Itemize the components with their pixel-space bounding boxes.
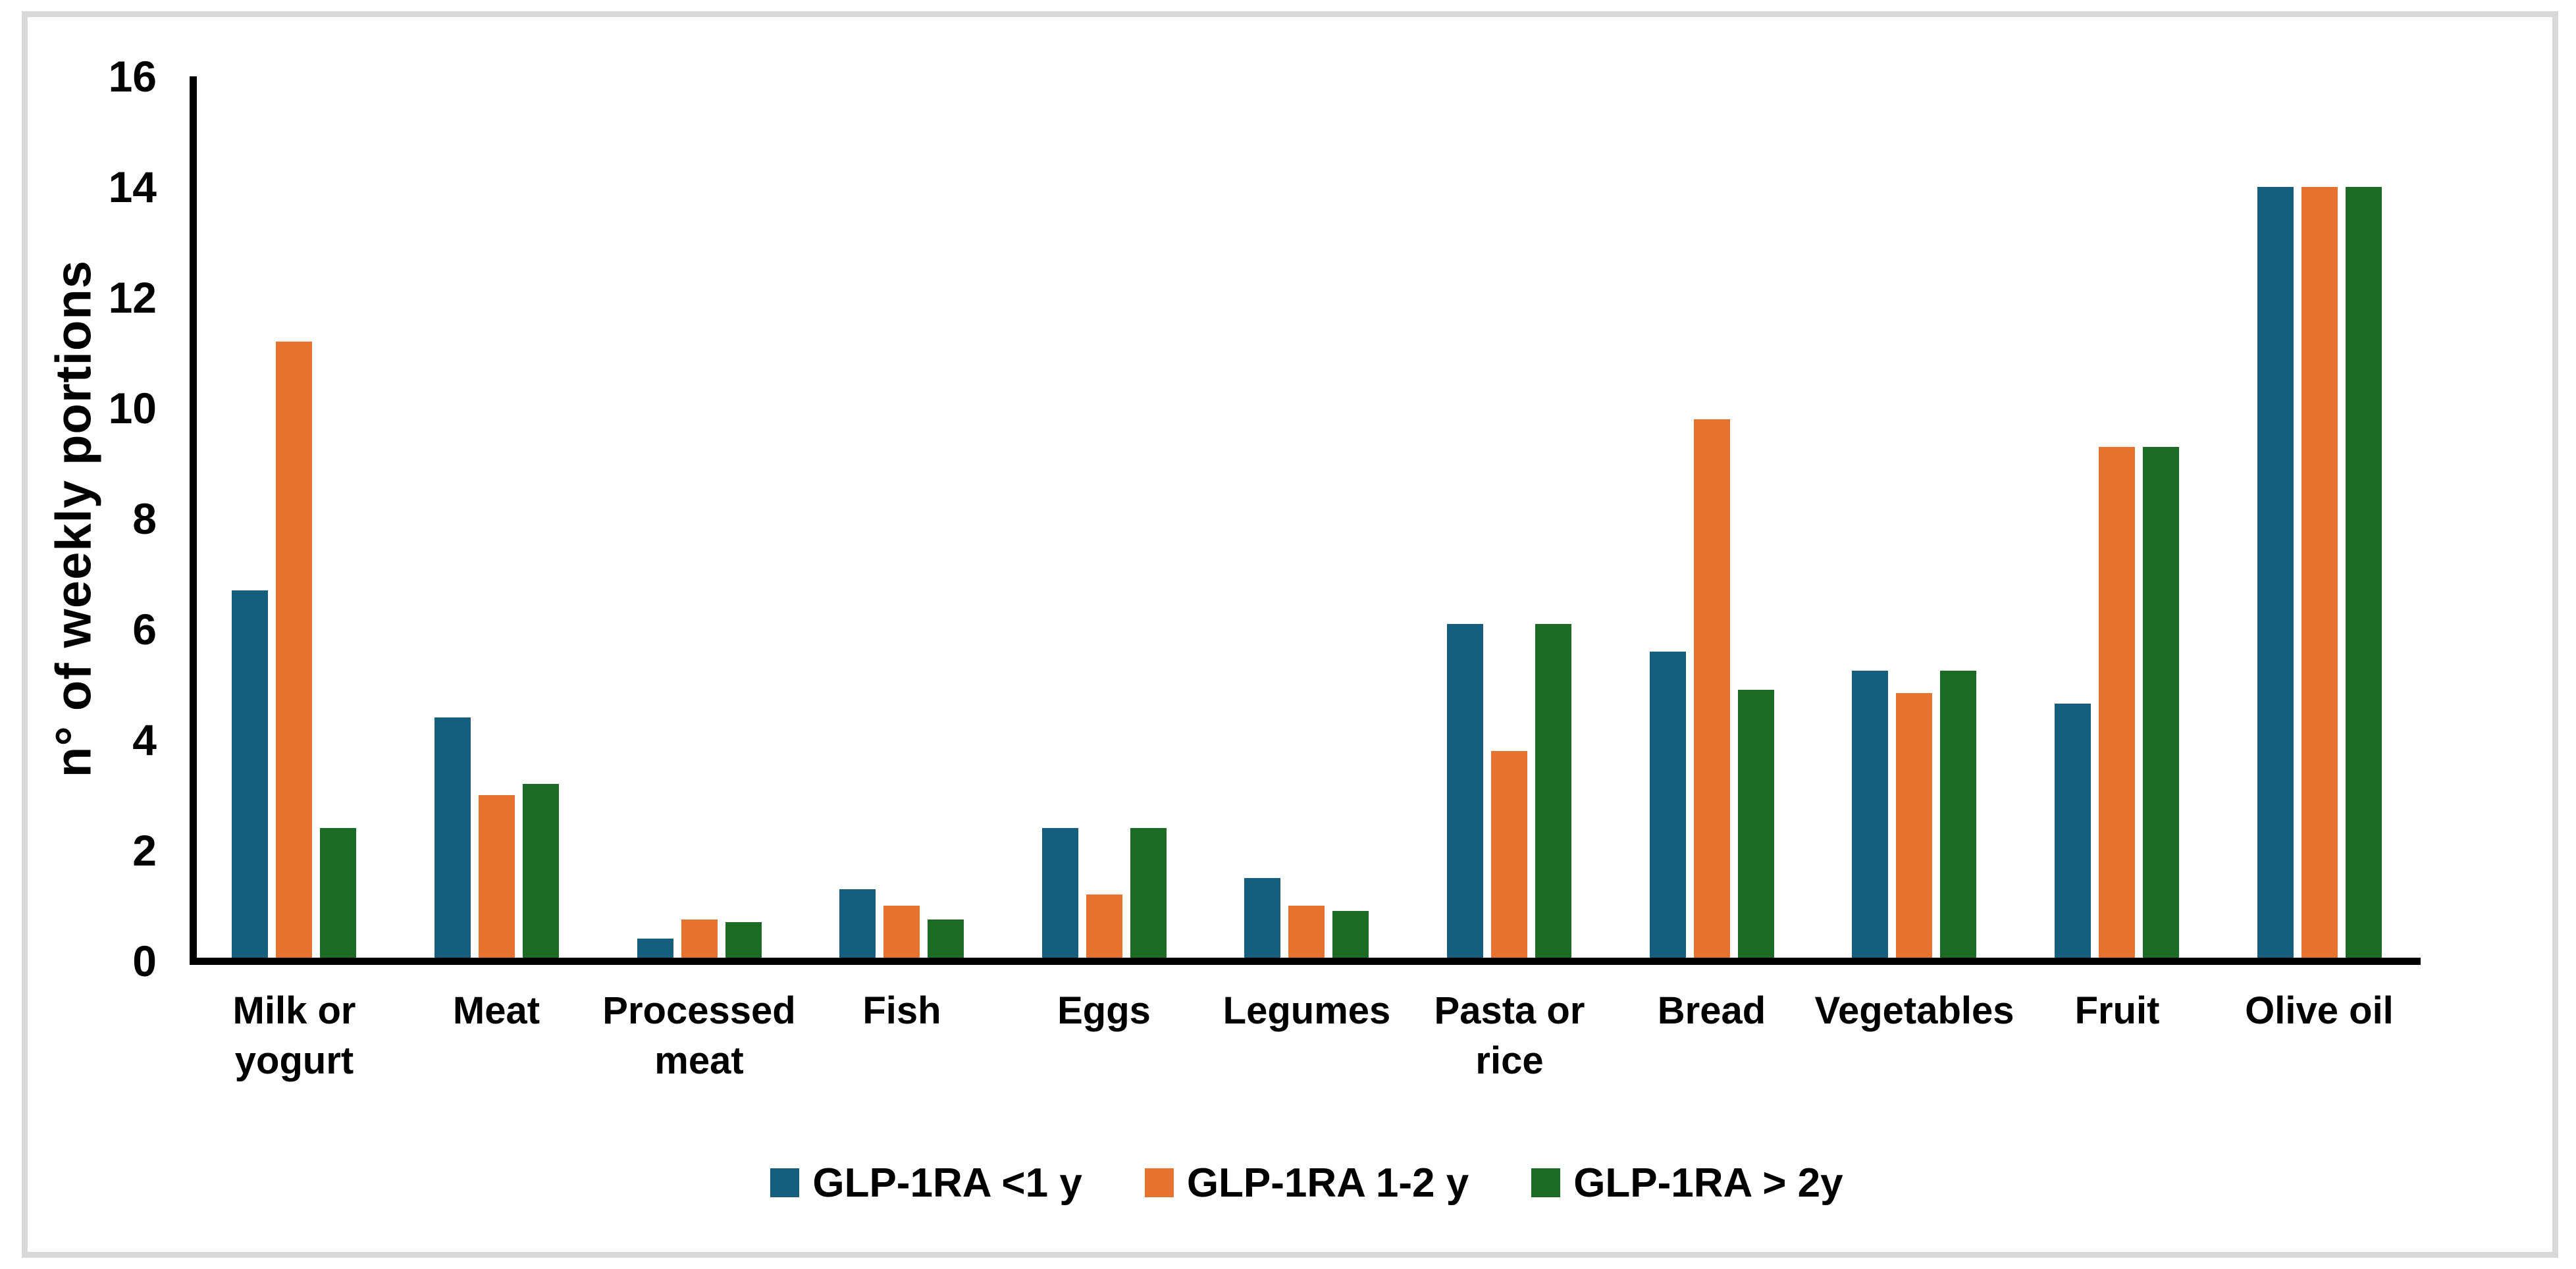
legend-item: GLP-1RA 1-2 y xyxy=(1144,1160,1469,1206)
y-tick-label: 4 xyxy=(132,715,157,764)
x-category-label-line: Vegetables xyxy=(1814,989,2014,1032)
legend-item: GLP-1RA > 2y xyxy=(1531,1160,1843,1206)
bar xyxy=(479,795,515,961)
legend-swatch-icon xyxy=(770,1168,800,1197)
x-category-label: Fish xyxy=(790,986,1014,1036)
y-tick-label: 14 xyxy=(108,163,157,211)
bar xyxy=(1244,878,1280,961)
bar xyxy=(1535,624,1571,961)
bar xyxy=(1694,419,1730,961)
bar xyxy=(637,939,673,961)
bar xyxy=(839,889,876,961)
legend-item: GLP-1RA <1 y xyxy=(770,1160,1082,1206)
bar xyxy=(1130,828,1167,961)
bar xyxy=(1852,671,1888,961)
x-category-label: Fruit xyxy=(2005,986,2229,1036)
x-category-label: Processed meat xyxy=(587,986,811,1086)
legend-label: GLP-1RA <1 y xyxy=(812,1160,1082,1206)
x-category-label-line: Pasta or xyxy=(1434,989,1585,1032)
bar xyxy=(725,922,762,961)
legend: GLP-1RA <1 y GLP-1RA 1-2 y GLP-1RA > 2y xyxy=(193,1153,2421,1212)
bar xyxy=(1940,671,1976,961)
legend-swatch-icon xyxy=(1144,1168,1174,1197)
y-tick-label: 12 xyxy=(108,273,157,322)
bar xyxy=(1738,690,1774,961)
bar xyxy=(232,590,268,961)
x-axis-line xyxy=(190,958,2421,965)
bar xyxy=(320,828,356,961)
x-category-label-line: Fruit xyxy=(2074,989,2160,1032)
x-category-label-line: Eggs xyxy=(1057,989,1151,1032)
x-category-label: Meat xyxy=(384,986,608,1036)
y-tick-label: 6 xyxy=(132,605,157,654)
x-category-label-line: yogurt xyxy=(234,1039,354,1082)
bar xyxy=(2055,704,2091,961)
bar xyxy=(1447,624,1483,961)
y-axis-line xyxy=(190,76,197,965)
bar xyxy=(681,919,718,961)
bar xyxy=(2301,187,2338,961)
x-category-label-line: Milk or xyxy=(232,989,356,1032)
y-tick-label: 8 xyxy=(132,494,157,543)
bar xyxy=(2257,187,2294,961)
x-category-label-line: Fish xyxy=(862,989,941,1032)
x-category-label-line: Bread xyxy=(1657,989,1766,1032)
y-tick-label: 16 xyxy=(108,52,157,101)
bar xyxy=(883,906,920,961)
figure-border xyxy=(22,11,2558,1258)
legend-label: GLP-1RA 1-2 y xyxy=(1186,1160,1469,1206)
x-category-label-line: meat xyxy=(654,1039,744,1082)
bar xyxy=(276,342,312,961)
x-category-label: Milk or yogurt xyxy=(182,986,406,1086)
x-category-label-line: Processed xyxy=(602,989,796,1032)
bar xyxy=(1288,906,1325,961)
bar xyxy=(434,717,471,961)
bar xyxy=(1650,652,1686,961)
x-category-label: Pasta or rice xyxy=(1398,986,1621,1086)
y-tick-label: 2 xyxy=(132,826,157,875)
x-category-label: Vegetables xyxy=(1802,986,2026,1036)
bar xyxy=(523,784,559,961)
bar xyxy=(1042,828,1078,961)
y-tick-label: 10 xyxy=(108,384,157,432)
x-category-label-line: Olive oil xyxy=(2245,989,2394,1032)
bar xyxy=(1491,751,1527,961)
x-category-label: Legumes xyxy=(1195,986,1419,1036)
bar xyxy=(1896,693,1932,961)
x-category-label-line: Legumes xyxy=(1222,989,1391,1032)
bar xyxy=(1332,911,1369,961)
x-category-label: Bread xyxy=(1600,986,1824,1036)
y-tick-label: 0 xyxy=(132,937,157,985)
bar xyxy=(928,919,964,961)
bar xyxy=(2099,447,2135,961)
x-category-label-line: rice xyxy=(1475,1039,1544,1082)
x-category-label: Eggs xyxy=(992,986,1216,1036)
x-category-label-line: Meat xyxy=(452,989,540,1032)
legend-label: GLP-1RA > 2y xyxy=(1573,1160,1843,1206)
bar xyxy=(1086,894,1122,961)
x-category-label: Olive oil xyxy=(2207,986,2431,1036)
bar xyxy=(2346,187,2382,961)
bar xyxy=(2143,447,2179,961)
legend-swatch-icon xyxy=(1531,1168,1561,1197)
